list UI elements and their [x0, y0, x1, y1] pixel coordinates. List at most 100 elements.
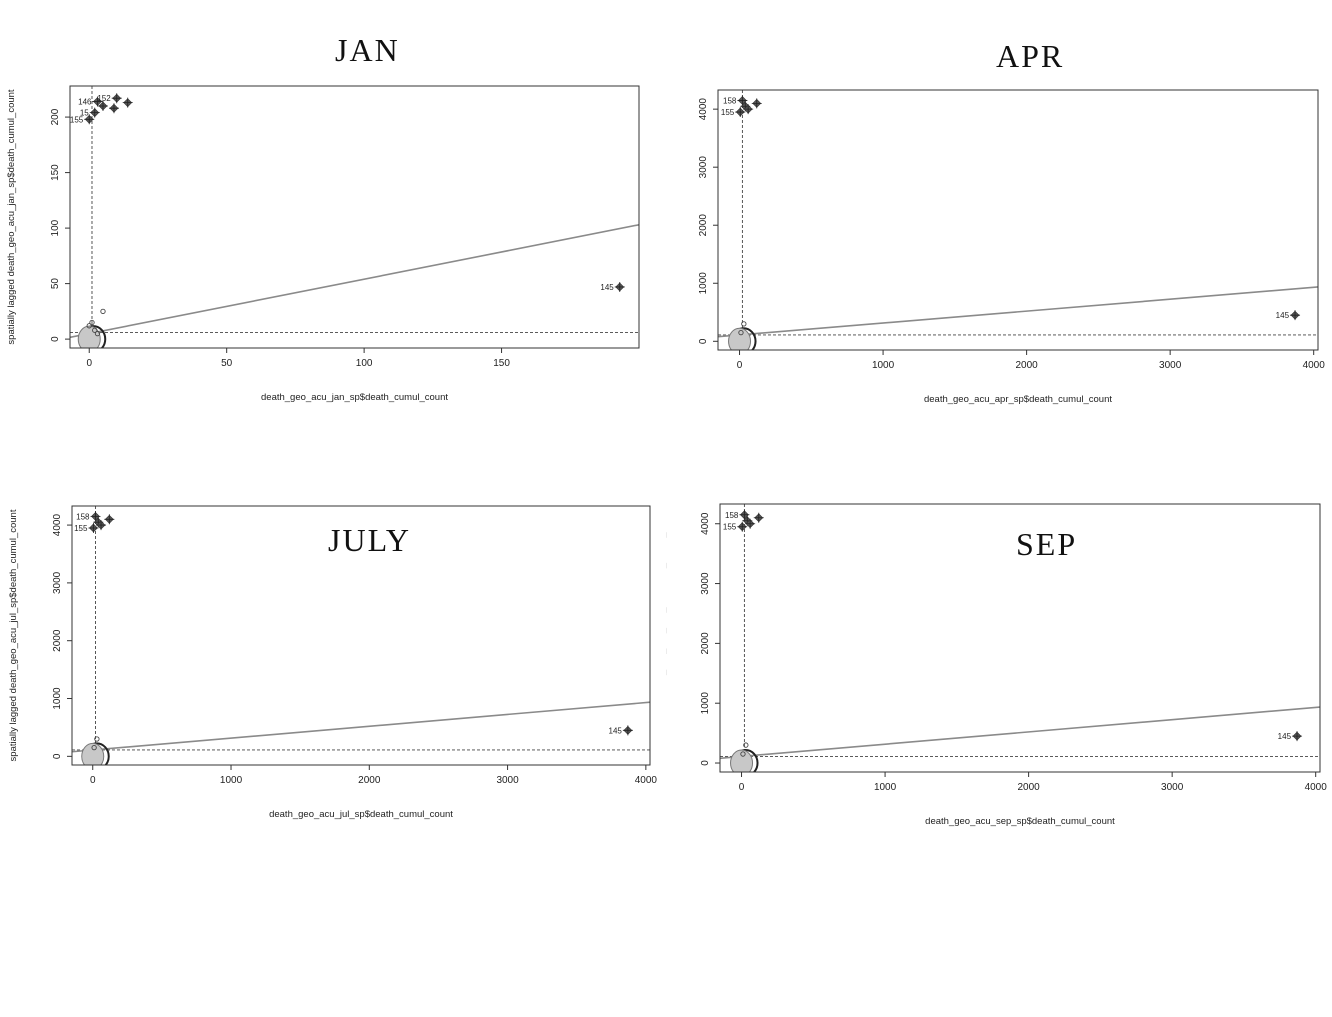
x-tick-label: 0: [86, 358, 92, 369]
y-tick-label: 4000: [52, 514, 63, 537]
chart-panel-july: 158 155 145 0 1000 2000 3000 4000 0 1000 2000 3000 4…: [0, 420, 666, 840]
plot-frame: [717, 89, 1319, 351]
y-tick-label: 2000: [698, 214, 709, 237]
influential-cross: [735, 107, 746, 118]
plot-area: [720, 504, 1320, 772]
y-tick-label: 4000: [698, 98, 709, 121]
influential-cross: [122, 97, 133, 108]
y-tick-label: 3000: [698, 156, 709, 179]
point-label: 155: [74, 524, 88, 533]
influential-cross: [96, 520, 107, 531]
influential-cross: [111, 93, 122, 104]
y-tick-label: 3000: [700, 572, 711, 595]
point-label: 155: [723, 523, 737, 532]
data-point: [89, 319, 95, 326]
regression-line: [718, 286, 1318, 338]
point-label: 155: [721, 108, 735, 117]
influential-cross: [737, 521, 748, 532]
y-tick-label: 100: [50, 219, 61, 236]
influential-cross: [745, 518, 756, 529]
point-label: 152: [97, 94, 111, 103]
influential-cross: [622, 725, 633, 736]
influential-cross: [739, 509, 750, 520]
cluster-marker: [728, 327, 752, 350]
influential-cross: [89, 107, 100, 118]
chart-title-apr: APR: [996, 38, 1065, 74]
x-tick-label: 50: [221, 358, 233, 369]
data-point: [94, 330, 101, 337]
chart-panel-apr: APR 158 155 145 0 1000 2000 3000 4000 0 1000 2000 3…: [666, 0, 1332, 420]
influential-cross: [104, 514, 115, 525]
plot-area: [72, 506, 650, 765]
x-axis-label: death_geo_acu_jul_sp$death_cumul_count: [269, 809, 453, 820]
y-tick-label: 2000: [52, 629, 63, 652]
x-tick-label: 4000: [1305, 782, 1328, 793]
point-label: 158: [725, 511, 739, 520]
x-tick-label: 3000: [1159, 360, 1182, 371]
influential-cross: [90, 511, 101, 522]
regression-line: [720, 706, 1320, 760]
influential-cross: [1292, 731, 1303, 742]
plot-frame: [71, 505, 651, 766]
y-tick-label: 1000: [700, 692, 711, 715]
y-tick-label: 150: [50, 164, 61, 181]
data-point: [91, 745, 97, 751]
y-axis-label: spatially lagged death_geo_acu_jul_sp$de…: [8, 509, 19, 761]
chart-title-jan: JAN: [335, 32, 400, 68]
plot-area: [718, 90, 1318, 350]
y-tick-label: 0: [52, 753, 63, 759]
data-point: [86, 323, 92, 329]
x-tick-label: 0: [739, 782, 745, 793]
influential-cross: [737, 95, 748, 106]
point-label: 158: [723, 96, 737, 105]
data-point: [100, 308, 106, 315]
x-tick-label: 0: [737, 360, 743, 371]
influential-cross: [88, 522, 99, 533]
data-point: [94, 736, 100, 742]
influential-cross: [753, 512, 764, 523]
point-label: 145: [1276, 311, 1290, 320]
y-tick-label: 3000: [52, 571, 63, 594]
scatter-plot-apr: 158 155 145 0 1000 2000 3000 4000 0 1000 2000 3000 4…: [698, 89, 1326, 405]
x-tick-label: 1000: [874, 782, 897, 793]
x-tick-label: 1000: [872, 360, 895, 371]
data-point: [738, 329, 744, 336]
x-tick-label: 0: [90, 775, 96, 786]
point-label: 145: [609, 726, 623, 735]
scatter-plot-sep: 158 155 145 0 1000 2000 3000 4000 0 1000 2000 3000 4…: [666, 503, 1328, 827]
cluster-marker: [81, 742, 105, 765]
point-label: 146: [78, 98, 92, 107]
y-tick-label: 0: [700, 760, 711, 766]
data-point: [740, 751, 746, 757]
x-axis-label: death_geo_acu_apr_sp$death_cumul_count: [924, 394, 1112, 405]
point-label: 145: [600, 283, 614, 292]
plot-frame: [69, 85, 640, 349]
point-label: 155: [70, 115, 84, 124]
x-axis-label: death_geo_acu_sep_sp$death_cumul_count: [925, 816, 1115, 827]
x-tick-label: 3000: [496, 775, 519, 786]
influential-cross: [108, 103, 119, 114]
x-tick-label: 4000: [635, 775, 658, 786]
influential-cross: [614, 281, 625, 292]
y-tick-label: 50: [50, 278, 61, 290]
y-axis-label: spatially lagged death_geo_acu_sep_sp$de…: [666, 509, 667, 767]
plot-area: [70, 86, 639, 348]
influential-cross: [743, 104, 754, 115]
data-point: [92, 327, 98, 333]
y-tick-label: 0: [50, 336, 61, 342]
influential-cross: [84, 114, 95, 125]
chart-panel-sep: 158 155 145 0 1000 2000 3000 4000 0 1000 2000 3000 4…: [666, 420, 1332, 840]
chart-title-july: JULY: [328, 522, 412, 558]
influential-cross: [1290, 310, 1301, 321]
x-tick-label: 4000: [1303, 360, 1326, 371]
influential-cross: [97, 100, 108, 111]
influential-cross: [92, 96, 103, 107]
y-tick-label: 2000: [700, 632, 711, 655]
point-label: 158: [76, 512, 90, 521]
scatter-plot-july: 158 155 145 0 1000 2000 3000 4000 0 1000 2000 3000 4…: [8, 505, 658, 820]
x-tick-label: 2000: [1015, 360, 1038, 371]
x-tick-label: 2000: [1017, 782, 1040, 793]
y-tick-label: 200: [50, 108, 61, 125]
x-tick-label: 3000: [1161, 782, 1184, 793]
